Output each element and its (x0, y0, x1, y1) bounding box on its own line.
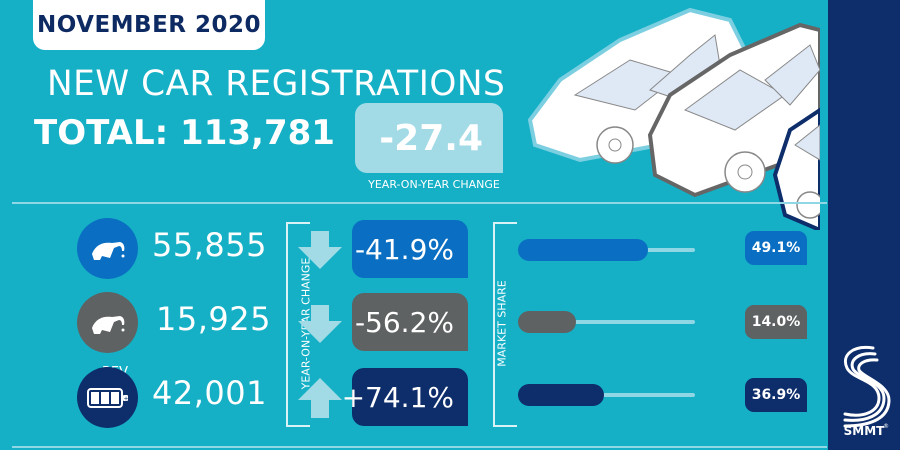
arrow-down-icon (298, 231, 342, 269)
registration-count: 15,925 (156, 300, 271, 338)
svg-text:+: + (123, 395, 128, 402)
share-badge: 36.9% (745, 378, 807, 412)
date-badge: NOVEMBER 2020 (33, 0, 265, 50)
share-bar (518, 311, 576, 333)
registration-count: 42,001 (152, 374, 267, 412)
svg-text:®: ® (883, 423, 889, 430)
fuel-pump-icon (77, 218, 138, 279)
battery-icon: + (77, 367, 138, 428)
arrow-down-icon (298, 305, 342, 343)
total-registrations: TOTAL: 113,781 (34, 113, 335, 153)
share-bracket (493, 222, 517, 427)
share-track (540, 320, 695, 324)
yoy-change-badge: -56.2% (352, 293, 468, 351)
smmt-logo-text: SMMT (843, 424, 885, 438)
row-petrol: PETROL 55,855 -41.9% 49.1% (0, 214, 828, 286)
row-alternative-fuel: BEV PHEV HEV MHEV + 42,001 +74.1% 36.9% (0, 362, 828, 434)
smmt-logo-icon: ® (843, 345, 891, 430)
registration-count: 55,855 (152, 226, 267, 264)
yoy-change-badge: -41.9% (352, 220, 468, 278)
share-bar (518, 239, 648, 261)
bottom-divider (12, 446, 827, 448)
share-badge: 49.1% (745, 231, 807, 265)
share-bar (518, 384, 604, 406)
headline: NEW CAR REGISTRATIONS (47, 64, 506, 104)
yoy-change-badge: +74.1% (342, 368, 468, 426)
yoy-bracket (286, 222, 310, 427)
section-divider (12, 202, 827, 204)
row-diesel: DIESEL 15,925 -56.2% 14.0% (0, 288, 828, 360)
total-yoy-change: -27.4 (355, 103, 503, 173)
share-badge: 14.0% (745, 305, 807, 339)
share-track (540, 393, 695, 397)
fuel-pump-icon (77, 292, 138, 353)
cars-illustration-icon (527, 7, 820, 230)
arrow-up-icon (298, 378, 342, 418)
total-yoy-label: YEAR-ON-YEAR CHANGE (368, 178, 500, 191)
